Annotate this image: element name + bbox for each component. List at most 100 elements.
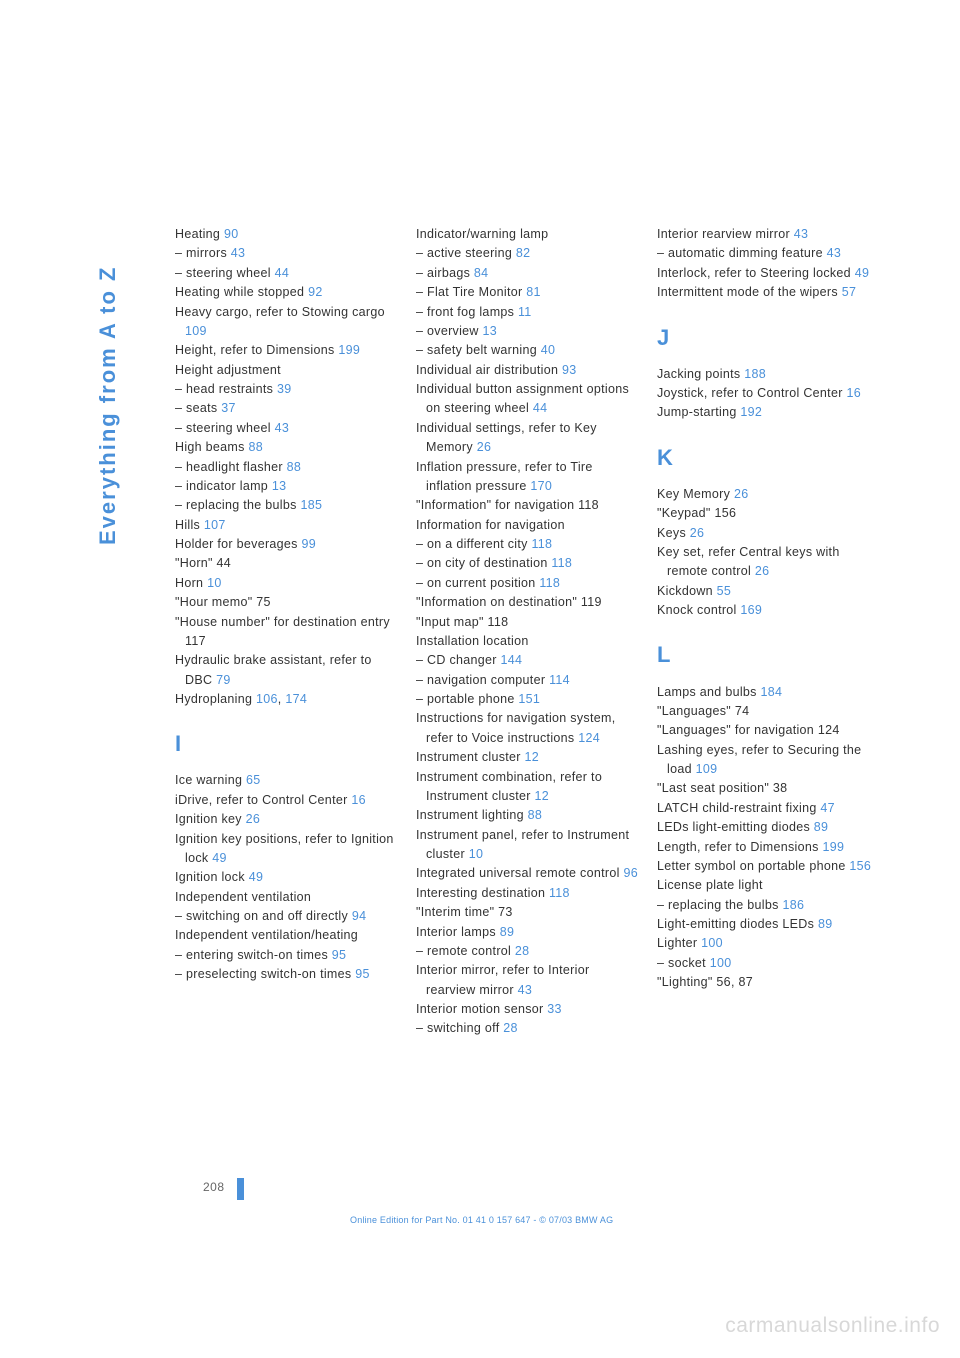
page-ref[interactable]: 12 — [535, 789, 550, 803]
page-ref[interactable]: 199 — [822, 840, 844, 854]
index-entry: "Keypad" 156 — [657, 504, 880, 523]
page-ref[interactable]: 88 — [248, 440, 263, 454]
page-ref[interactable]: 13 — [483, 324, 498, 338]
page-ref[interactable]: 184 — [760, 685, 782, 699]
page-ref[interactable]: 10 — [469, 847, 484, 861]
page-ref[interactable]: 151 — [518, 692, 540, 706]
page-ref[interactable]: 16 — [846, 386, 861, 400]
index-entry: Key set, refer Central keys with remote … — [657, 543, 880, 582]
entry-text: "Information on destination" 119 — [416, 595, 602, 609]
page-ref[interactable]: 188 — [744, 367, 766, 381]
page-ref[interactable]: 170 — [530, 479, 552, 493]
page-ref[interactable]: 40 — [541, 343, 556, 357]
page-ref[interactable]: 47 — [820, 801, 835, 815]
page-ref[interactable]: 118 — [549, 886, 570, 900]
page-ref[interactable]: 93 — [562, 363, 577, 377]
page-ref[interactable]: 82 — [516, 246, 531, 260]
index-entry: "Lighting" 56, 87 — [657, 973, 880, 992]
entry-text: iDrive, refer to Control Center — [175, 793, 351, 807]
page-ref[interactable]: 174 — [285, 692, 307, 706]
page-ref[interactable]: 109 — [696, 762, 718, 776]
page-ref[interactable]: 100 — [701, 936, 723, 950]
page-ref[interactable]: 106 — [256, 692, 278, 706]
page-ref[interactable]: 16 — [351, 793, 366, 807]
index-content: Heating 90– mirrors 43– steering wheel 4… — [175, 225, 880, 1039]
page-ref[interactable]: 26 — [477, 440, 492, 454]
page-ref[interactable]: 92 — [308, 285, 323, 299]
page-ref[interactable]: 26 — [246, 812, 261, 826]
page-ref[interactable]: 100 — [710, 956, 732, 970]
page-ref[interactable]: 107 — [204, 518, 226, 532]
page-ref[interactable]: 89 — [500, 925, 515, 939]
page-ref[interactable]: 49 — [249, 870, 264, 884]
page-ref[interactable]: 118 — [551, 556, 572, 570]
entry-text: Heating while stopped — [175, 285, 308, 299]
page-ref[interactable]: 11 — [518, 305, 532, 319]
page-ref[interactable]: 49 — [212, 851, 227, 865]
page-ref[interactable]: 96 — [623, 866, 638, 880]
page-ref[interactable]: 89 — [818, 917, 833, 931]
index-column: Interior rearview mirror 43– automatic d… — [657, 225, 880, 1039]
index-entry: – head restraints 39 — [175, 380, 398, 399]
index-entry: – on a different city 118 — [416, 535, 639, 554]
page-ref[interactable]: 144 — [501, 653, 523, 667]
index-entry: – portable phone 151 — [416, 690, 639, 709]
page-ref[interactable]: 10 — [207, 576, 222, 590]
page-ref[interactable]: 65 — [246, 773, 261, 787]
page-ref[interactable]: 39 — [277, 382, 292, 396]
page-ref[interactable]: 43 — [231, 246, 246, 260]
page-ref[interactable]: 89 — [814, 820, 829, 834]
page-ref[interactable]: 169 — [740, 603, 762, 617]
page-ref[interactable]: 95 — [355, 967, 370, 981]
page-ref[interactable]: 118 — [531, 537, 552, 551]
page-ref[interactable]: 81 — [526, 285, 541, 299]
page-ref[interactable]: 109 — [185, 324, 207, 338]
page-ref[interactable]: 199 — [338, 343, 360, 357]
page-ref[interactable]: 13 — [272, 479, 287, 493]
page-ref[interactable]: 26 — [734, 487, 749, 501]
page-ref[interactable]: 26 — [755, 564, 770, 578]
entry-text: Key Memory — [657, 487, 734, 501]
page-ref[interactable]: 192 — [740, 405, 762, 419]
index-entry: Jump-starting 192 — [657, 403, 880, 422]
index-entry: "Input map" 118 — [416, 613, 639, 632]
page-ref[interactable]: 57 — [842, 285, 857, 299]
page-ref[interactable]: 28 — [503, 1021, 518, 1035]
page-ref[interactable]: 156 — [849, 859, 871, 873]
page-ref[interactable]: 186 — [782, 898, 804, 912]
index-entry: "Horn" 44 — [175, 554, 398, 573]
page-ref[interactable]: 94 — [352, 909, 367, 923]
index-entry: Kickdown 55 — [657, 582, 880, 601]
page-ref[interactable]: 185 — [300, 498, 322, 512]
page-ref[interactable]: 33 — [547, 1002, 562, 1016]
page-ref[interactable]: 12 — [525, 750, 540, 764]
entry-text: Instrument combination, refer to Instrum… — [416, 770, 602, 803]
index-entry: – overview 13 — [416, 322, 639, 341]
page-ref[interactable]: 37 — [221, 401, 236, 415]
entry-text: – switching off — [416, 1021, 503, 1035]
page-ref[interactable]: 28 — [515, 944, 530, 958]
entry-text: Joystick, refer to Control Center — [657, 386, 846, 400]
page-ref[interactable]: 43 — [827, 246, 842, 260]
page-ref[interactable]: 43 — [518, 983, 533, 997]
page-ref[interactable]: 90 — [224, 227, 239, 241]
page-ref[interactable]: 43 — [275, 421, 290, 435]
page-ref[interactable]: 114 — [549, 673, 570, 687]
page-ref[interactable]: 49 — [855, 266, 870, 280]
page-ref[interactable]: 79 — [216, 673, 231, 687]
page-ref[interactable]: 99 — [302, 537, 317, 551]
page-ref[interactable]: 88 — [528, 808, 543, 822]
page-ref[interactable]: 124 — [578, 731, 600, 745]
page-ref[interactable]: 44 — [533, 401, 548, 415]
entry-text: Holder for beverages — [175, 537, 302, 551]
page-ref[interactable]: 44 — [275, 266, 290, 280]
page-ref[interactable]: 95 — [332, 948, 347, 962]
page-ref[interactable]: 55 — [717, 584, 732, 598]
page-ref[interactable]: 26 — [690, 526, 705, 540]
index-entry: – switching on and off directly 94 — [175, 907, 398, 926]
page-ref[interactable]: 84 — [474, 266, 489, 280]
page-ref[interactable]: 88 — [287, 460, 302, 474]
page-ref[interactable]: 118 — [539, 576, 560, 590]
index-entry: – airbags 84 — [416, 264, 639, 283]
page-ref[interactable]: 43 — [794, 227, 809, 241]
